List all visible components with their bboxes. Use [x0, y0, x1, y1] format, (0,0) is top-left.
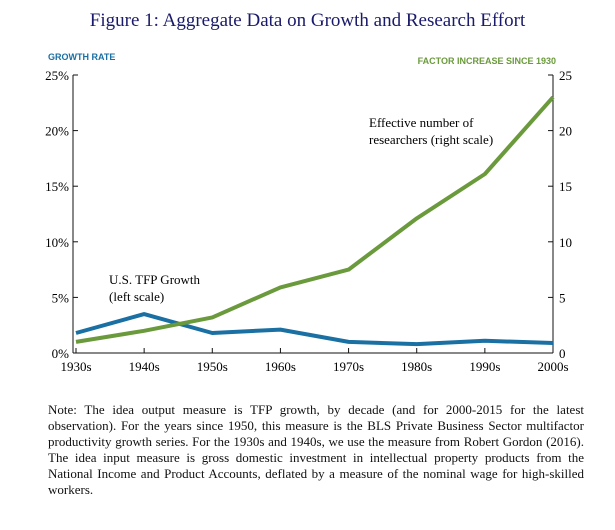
left-tick-label: 20% [45, 124, 69, 139]
left-tick-label: 15% [45, 179, 69, 194]
right-tick-label: 0 [559, 346, 566, 361]
x-tick-label: 1940s [129, 359, 160, 374]
right-tick-label: 5 [559, 290, 566, 305]
tfp-growth-line [75, 312, 554, 347]
axes: 0% 5% 10% 15% 20% 25% 0 5 10 15 20 25 1930s 1940s 1950… [45, 68, 572, 374]
series-layer [75, 95, 555, 347]
x-tick-label: 1930s [60, 359, 91, 374]
left-tick-label: 5% [52, 290, 70, 305]
chart: GROWTH RATE FACTOR INCREASE SINCE 1930 0… [45, 52, 572, 374]
x-tick-label: 1960s [265, 359, 296, 374]
figure-title: Figure 1: Aggregate Data on Growth and R… [0, 10, 615, 32]
tfp-growth-label-line: (left scale) [109, 289, 164, 304]
researchers-line [75, 95, 555, 344]
x-tick-label: 1980s [401, 359, 432, 374]
left-tick-label: 0% [52, 346, 70, 361]
figure-title-prefix: Figure 1: [89, 10, 159, 31]
left-tick-label: 10% [45, 235, 69, 250]
researchers-label-line: Effective number of [369, 115, 474, 130]
x-tick-label: 1970s [333, 359, 364, 374]
figure-title-text: Aggregate Data on Growth and Research Ef… [158, 10, 526, 31]
tfp-growth-label-line: U.S. TFP Growth [109, 272, 201, 287]
right-tick-label: 10 [559, 235, 572, 250]
left-tick-label: 25% [45, 68, 69, 83]
right-axis-title: FACTOR INCREASE SINCE 1930 [418, 56, 556, 66]
series-labels: U.S. TFP Growth (left scale) Effective num… [109, 115, 493, 304]
x-tick-label: 1990s [469, 359, 500, 374]
x-tick-label: 1950s [197, 359, 228, 374]
figure-note: Note: The idea output measure is TFP gro… [48, 402, 584, 497]
x-tick-label: 2000s [537, 359, 568, 374]
right-tick-label: 20 [559, 124, 572, 139]
right-tick-label: 25 [559, 68, 572, 83]
right-tick-label: 15 [559, 179, 572, 194]
left-axis-title: GROWTH RATE [48, 52, 115, 62]
researchers-label-line: researchers (right scale) [369, 132, 493, 147]
